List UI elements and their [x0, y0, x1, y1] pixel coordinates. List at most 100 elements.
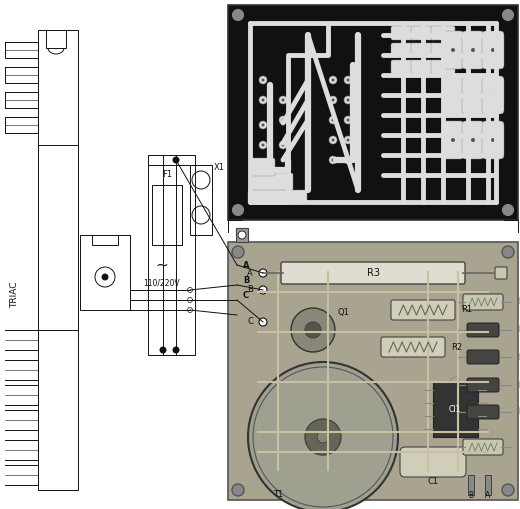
Circle shape	[502, 205, 514, 215]
FancyBboxPatch shape	[442, 31, 464, 69]
Circle shape	[344, 116, 352, 124]
Text: ~: ~	[155, 258, 168, 273]
Text: C1: C1	[427, 477, 438, 486]
Circle shape	[262, 99, 265, 101]
FancyBboxPatch shape	[281, 262, 465, 284]
Circle shape	[259, 141, 267, 149]
Circle shape	[451, 138, 455, 142]
Bar	[485, 475, 491, 495]
Circle shape	[332, 78, 334, 81]
Bar	[236, 228, 248, 242]
Circle shape	[346, 78, 349, 81]
Circle shape	[491, 48, 495, 52]
FancyBboxPatch shape	[482, 31, 504, 69]
Bar	[235, 260, 243, 320]
Bar	[228, 5, 518, 220]
Circle shape	[346, 99, 349, 101]
Text: R3: R3	[367, 268, 380, 278]
Bar	[38, 145, 78, 330]
FancyBboxPatch shape	[381, 337, 445, 357]
Text: CI1: CI1	[449, 405, 461, 413]
Circle shape	[279, 116, 287, 124]
FancyBboxPatch shape	[467, 323, 499, 337]
FancyBboxPatch shape	[467, 350, 499, 364]
FancyBboxPatch shape	[462, 31, 484, 69]
Bar	[433, 382, 478, 437]
Circle shape	[502, 246, 514, 258]
Circle shape	[305, 419, 341, 455]
FancyBboxPatch shape	[462, 76, 484, 114]
Circle shape	[451, 93, 455, 97]
Circle shape	[279, 141, 287, 149]
Text: A: A	[243, 261, 250, 270]
Circle shape	[281, 144, 284, 147]
Circle shape	[329, 76, 337, 84]
FancyBboxPatch shape	[391, 26, 415, 40]
Text: D1: D1	[518, 325, 520, 334]
Text: F1: F1	[162, 170, 172, 179]
Circle shape	[259, 121, 267, 129]
Text: X1: X1	[214, 163, 225, 172]
Text: R2: R2	[451, 343, 462, 352]
Circle shape	[491, 138, 495, 142]
FancyBboxPatch shape	[467, 405, 499, 419]
Text: TRIAC: TRIAC	[10, 282, 20, 308]
Circle shape	[346, 138, 349, 142]
FancyBboxPatch shape	[442, 76, 464, 114]
Bar	[468, 475, 474, 495]
Bar	[46, 30, 66, 48]
Circle shape	[329, 136, 337, 144]
FancyBboxPatch shape	[251, 158, 275, 176]
Circle shape	[344, 136, 352, 144]
Circle shape	[346, 158, 349, 161]
FancyBboxPatch shape	[442, 121, 464, 159]
Circle shape	[329, 116, 337, 124]
Bar	[92, 235, 118, 245]
Circle shape	[332, 99, 334, 101]
Circle shape	[279, 96, 287, 104]
FancyBboxPatch shape	[467, 378, 499, 392]
Circle shape	[451, 48, 455, 52]
Circle shape	[232, 246, 244, 258]
FancyBboxPatch shape	[400, 447, 466, 477]
Text: C: C	[247, 318, 253, 326]
Circle shape	[329, 156, 337, 164]
FancyBboxPatch shape	[431, 43, 455, 57]
Circle shape	[491, 93, 495, 97]
Circle shape	[173, 156, 179, 163]
Bar	[228, 242, 518, 500]
Circle shape	[281, 119, 284, 122]
Circle shape	[259, 318, 267, 326]
Text: D4: D4	[518, 408, 520, 416]
Circle shape	[160, 347, 166, 353]
Circle shape	[471, 93, 475, 97]
Text: C: C	[243, 291, 249, 300]
Text: A: A	[485, 491, 491, 500]
Circle shape	[317, 431, 329, 443]
Circle shape	[232, 484, 244, 496]
Circle shape	[259, 96, 267, 104]
FancyBboxPatch shape	[463, 294, 503, 310]
Text: R1: R1	[461, 305, 472, 315]
Circle shape	[346, 119, 349, 122]
Circle shape	[471, 48, 475, 52]
Text: B: B	[247, 286, 253, 295]
FancyBboxPatch shape	[462, 121, 484, 159]
FancyBboxPatch shape	[482, 121, 504, 159]
Circle shape	[102, 274, 108, 280]
FancyBboxPatch shape	[482, 76, 504, 114]
Circle shape	[332, 158, 334, 161]
Bar	[148, 155, 195, 355]
Bar	[80, 235, 130, 310]
Circle shape	[236, 262, 242, 268]
Circle shape	[329, 96, 337, 104]
FancyBboxPatch shape	[495, 267, 507, 279]
FancyBboxPatch shape	[391, 43, 415, 57]
Circle shape	[259, 76, 267, 84]
Circle shape	[262, 144, 265, 147]
Circle shape	[238, 231, 246, 239]
FancyBboxPatch shape	[391, 300, 455, 320]
Circle shape	[262, 78, 265, 81]
Circle shape	[332, 119, 334, 122]
Text: B: B	[243, 276, 250, 285]
